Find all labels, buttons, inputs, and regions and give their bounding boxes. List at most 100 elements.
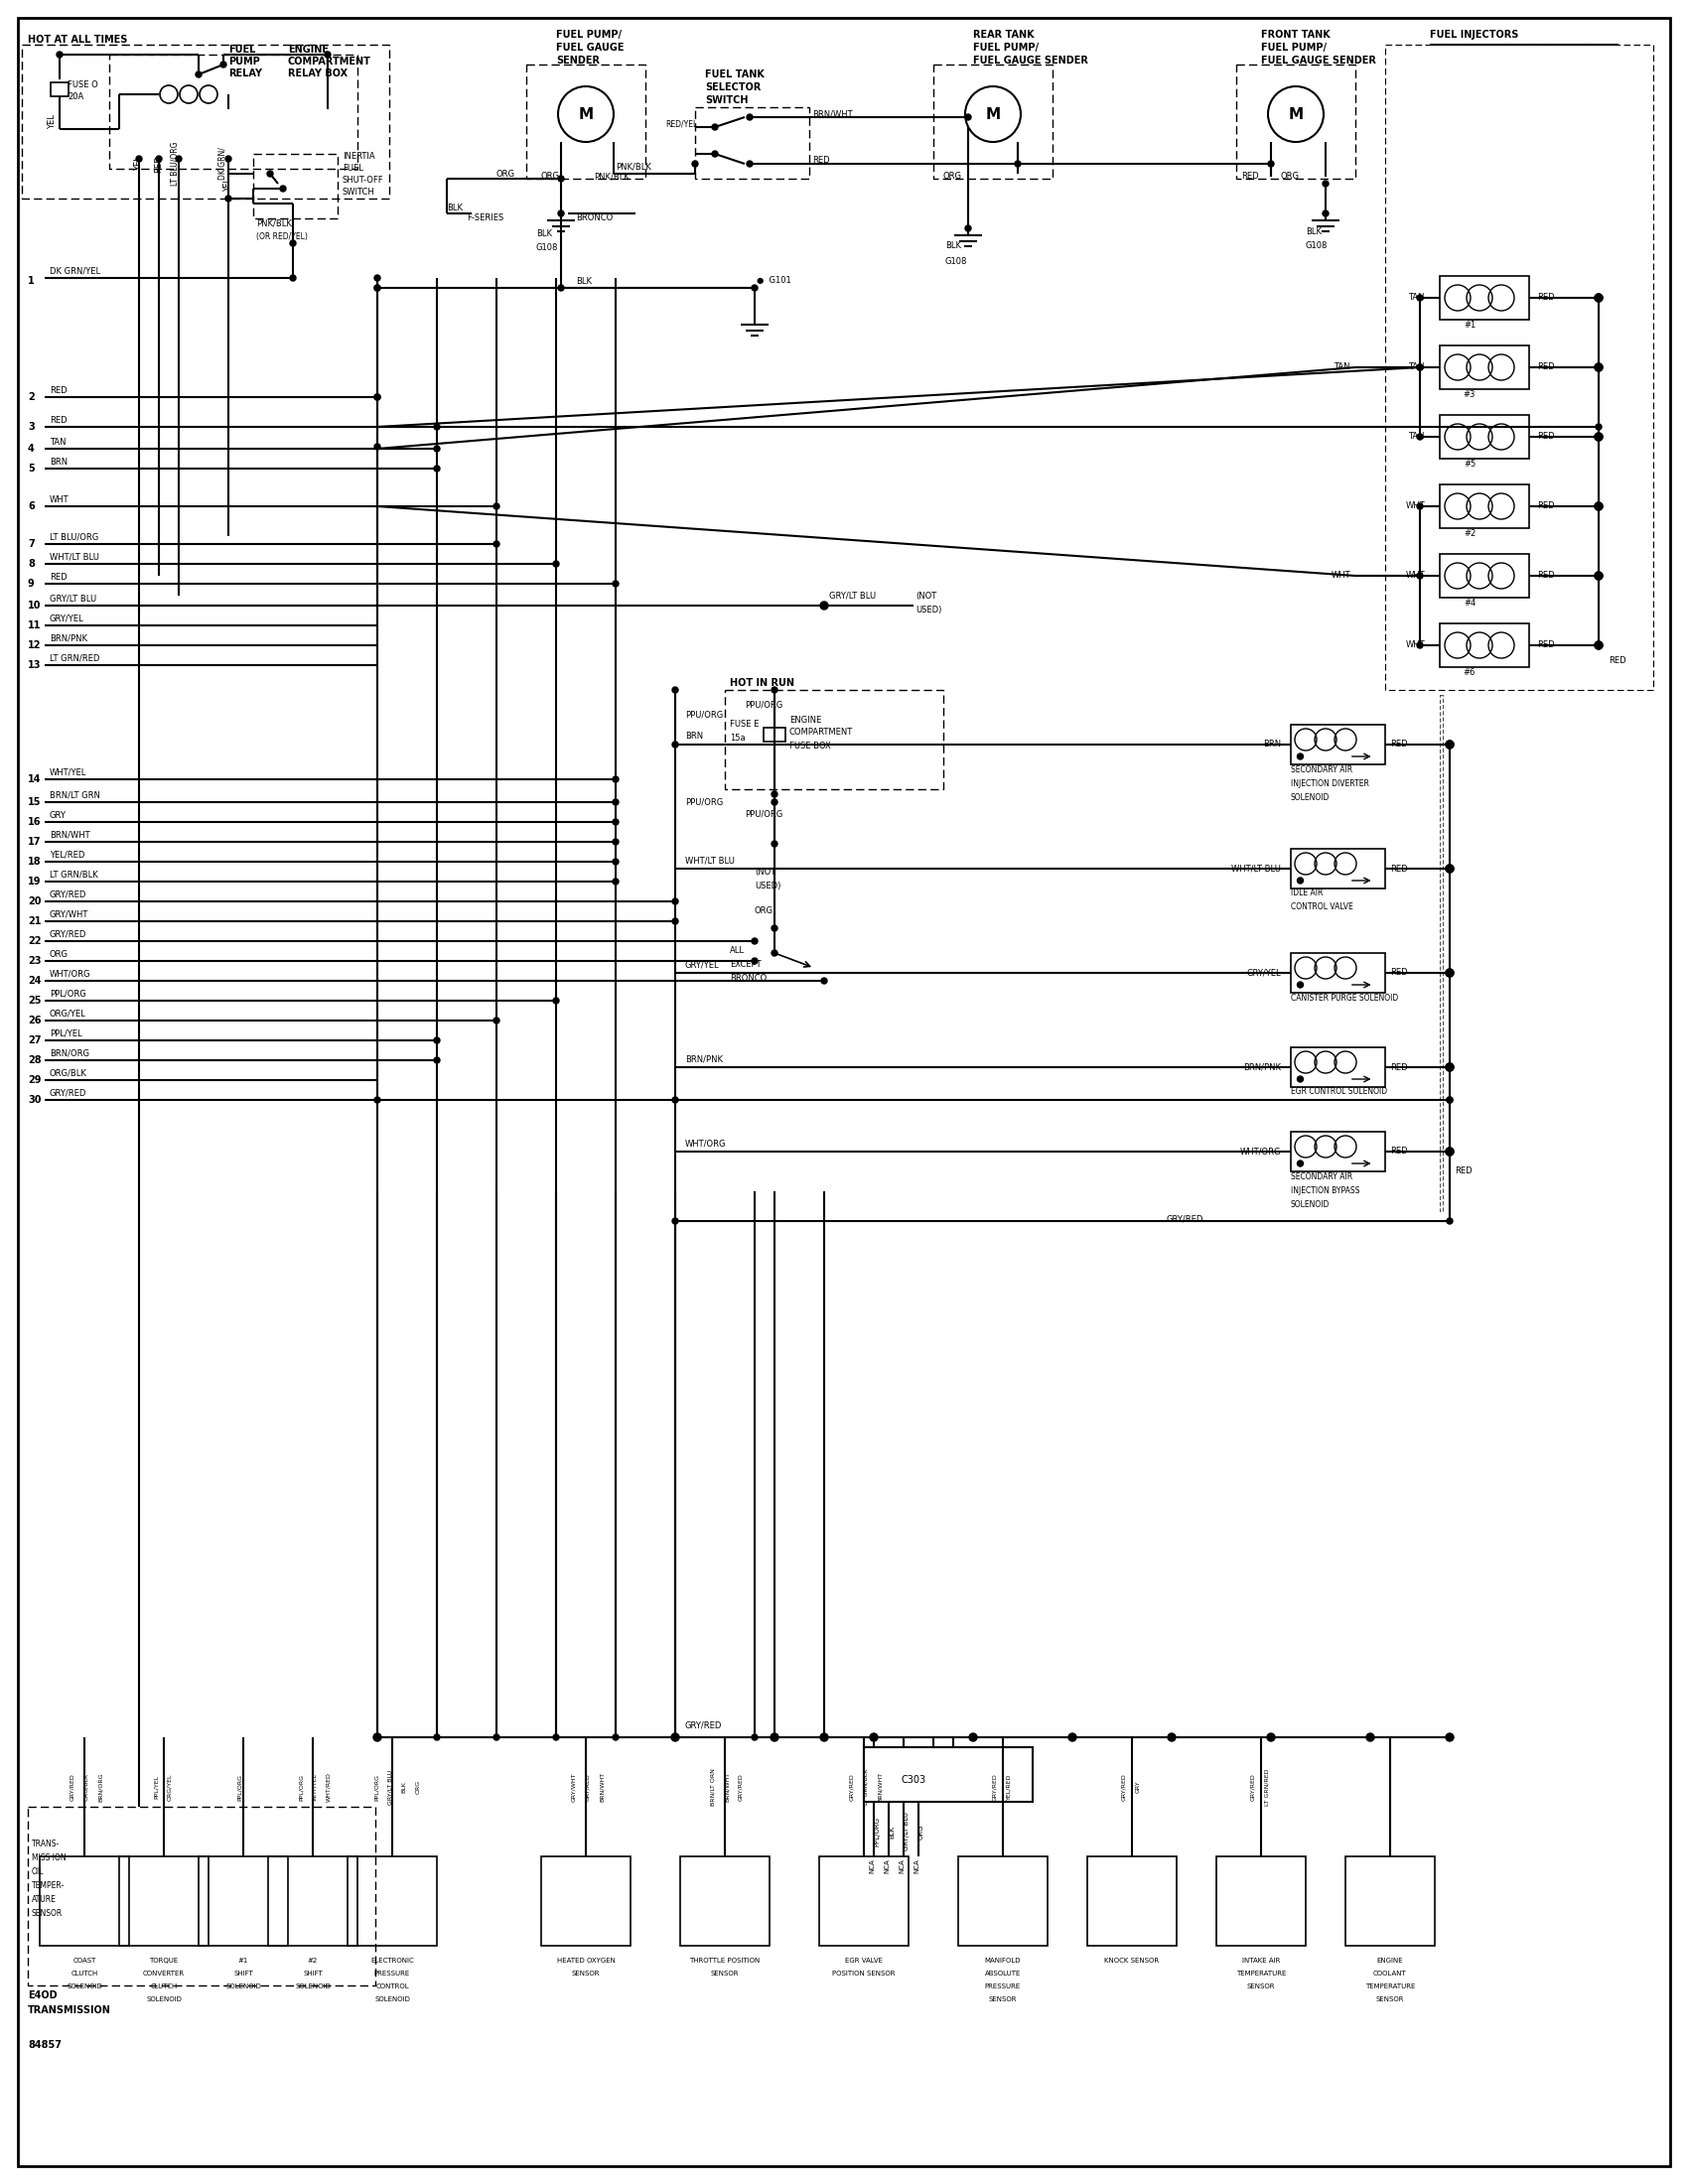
Text: GRY/LT BLU: GRY/LT BLU xyxy=(388,1769,393,1804)
Bar xyxy=(110,55,358,168)
Text: CLUTCH: CLUTCH xyxy=(150,1983,177,1990)
Text: 12: 12 xyxy=(27,640,41,651)
Text: 6: 6 xyxy=(27,502,34,511)
Circle shape xyxy=(613,581,618,587)
Circle shape xyxy=(57,52,62,57)
Text: FUEL: FUEL xyxy=(228,44,255,55)
Text: OIL: OIL xyxy=(32,1867,44,1876)
Text: SWITCH: SWITCH xyxy=(343,188,375,197)
Text: (NOT: (NOT xyxy=(755,867,776,876)
Text: RED: RED xyxy=(1609,655,1626,664)
Circle shape xyxy=(290,275,295,282)
Circle shape xyxy=(771,926,778,930)
Text: LT GRN/RED: LT GRN/RED xyxy=(49,653,100,662)
Circle shape xyxy=(746,162,753,166)
Text: M: M xyxy=(1288,107,1303,122)
Text: GRY/RED: GRY/RED xyxy=(1251,1773,1256,1800)
Circle shape xyxy=(1447,1096,1453,1103)
Bar xyxy=(1087,1856,1177,1946)
Text: NCA: NCA xyxy=(869,1859,874,1874)
Text: BRN: BRN xyxy=(1263,740,1281,749)
Text: MANIFOLD: MANIFOLD xyxy=(984,1957,1021,1963)
Text: BRN: BRN xyxy=(685,732,704,740)
Text: WHT/YEL: WHT/YEL xyxy=(49,769,86,778)
Circle shape xyxy=(290,240,295,247)
Bar xyxy=(253,153,338,218)
Text: INJECTION DIVERTER: INJECTION DIVERTER xyxy=(1291,780,1369,788)
Circle shape xyxy=(1595,295,1602,301)
Text: 11: 11 xyxy=(27,620,41,631)
Circle shape xyxy=(613,819,618,826)
Text: BLK: BLK xyxy=(945,242,960,251)
Text: COMPARTMENT: COMPARTMENT xyxy=(790,727,852,738)
Text: INJECTION BYPASS: INJECTION BYPASS xyxy=(1291,1186,1361,1195)
Text: GRY/RED: GRY/RED xyxy=(1121,1773,1126,1800)
Circle shape xyxy=(1595,642,1602,649)
Text: PNK/BLK: PNK/BLK xyxy=(616,162,652,170)
Bar xyxy=(1291,725,1386,764)
Text: 3: 3 xyxy=(27,422,34,432)
Text: EXCEPT: EXCEPT xyxy=(729,961,761,970)
Circle shape xyxy=(1323,181,1328,186)
Circle shape xyxy=(692,162,699,166)
Text: WHT/LT BLU: WHT/LT BLU xyxy=(1231,865,1281,874)
Text: TAN: TAN xyxy=(1334,363,1350,371)
Text: DK GRN/: DK GRN/ xyxy=(218,149,228,179)
Circle shape xyxy=(493,542,500,546)
Text: GRY/RED: GRY/RED xyxy=(49,891,86,900)
Text: ORG: ORG xyxy=(918,1824,925,1839)
Circle shape xyxy=(1447,1096,1453,1103)
Circle shape xyxy=(434,1057,441,1064)
Circle shape xyxy=(1445,1147,1453,1155)
Text: 24: 24 xyxy=(27,976,41,985)
Text: GRY: GRY xyxy=(49,810,66,819)
Circle shape xyxy=(820,978,827,983)
Text: 23: 23 xyxy=(27,957,41,965)
Text: RED: RED xyxy=(1241,173,1259,181)
Circle shape xyxy=(966,87,1021,142)
Text: #6: #6 xyxy=(1463,668,1475,677)
Text: EGR CONTROL SOLENOID: EGR CONTROL SOLENOID xyxy=(1291,1088,1388,1096)
Circle shape xyxy=(1416,295,1423,301)
Bar xyxy=(348,1856,437,1946)
Text: RED: RED xyxy=(49,415,68,424)
Circle shape xyxy=(751,959,758,963)
Circle shape xyxy=(1447,1219,1453,1223)
Text: 28: 28 xyxy=(27,1055,41,1066)
Text: #5: #5 xyxy=(1463,461,1475,470)
Text: BRN/WHT: BRN/WHT xyxy=(49,830,89,839)
Circle shape xyxy=(1445,740,1453,749)
Text: FUEL PUMP/: FUEL PUMP/ xyxy=(972,44,1038,52)
Text: RED: RED xyxy=(812,157,830,166)
Bar xyxy=(1440,275,1529,319)
Text: M: M xyxy=(579,107,594,122)
Bar xyxy=(1291,1048,1386,1088)
Text: NCA: NCA xyxy=(898,1859,905,1874)
Circle shape xyxy=(613,1734,618,1741)
Text: FUSE E: FUSE E xyxy=(729,721,760,729)
Bar xyxy=(1386,44,1653,690)
Circle shape xyxy=(771,688,778,692)
Circle shape xyxy=(613,839,618,845)
Text: SENSOR: SENSOR xyxy=(1247,1983,1274,1990)
Text: FUEL PUMP/: FUEL PUMP/ xyxy=(1261,44,1327,52)
Text: 17: 17 xyxy=(27,836,41,847)
Text: SENSOR: SENSOR xyxy=(989,1996,1016,2003)
Circle shape xyxy=(1595,572,1602,579)
Circle shape xyxy=(1366,1734,1374,1741)
Text: BRN/WHT: BRN/WHT xyxy=(878,1771,883,1802)
Text: GRY/RED: GRY/RED xyxy=(69,1773,74,1800)
Circle shape xyxy=(434,1037,441,1044)
Text: SELECTOR: SELECTOR xyxy=(706,83,761,92)
Text: BRN/PNK: BRN/PNK xyxy=(1242,1064,1281,1072)
Text: G108: G108 xyxy=(1307,242,1328,251)
Circle shape xyxy=(969,1734,977,1741)
Circle shape xyxy=(375,1096,380,1103)
Circle shape xyxy=(1595,363,1602,371)
Text: RED: RED xyxy=(1538,293,1555,301)
Circle shape xyxy=(375,393,380,400)
Text: 19: 19 xyxy=(27,876,41,887)
Circle shape xyxy=(493,1734,500,1741)
Text: BLK: BLK xyxy=(537,229,552,238)
Text: PPL/ORG: PPL/ORG xyxy=(874,1817,879,1845)
